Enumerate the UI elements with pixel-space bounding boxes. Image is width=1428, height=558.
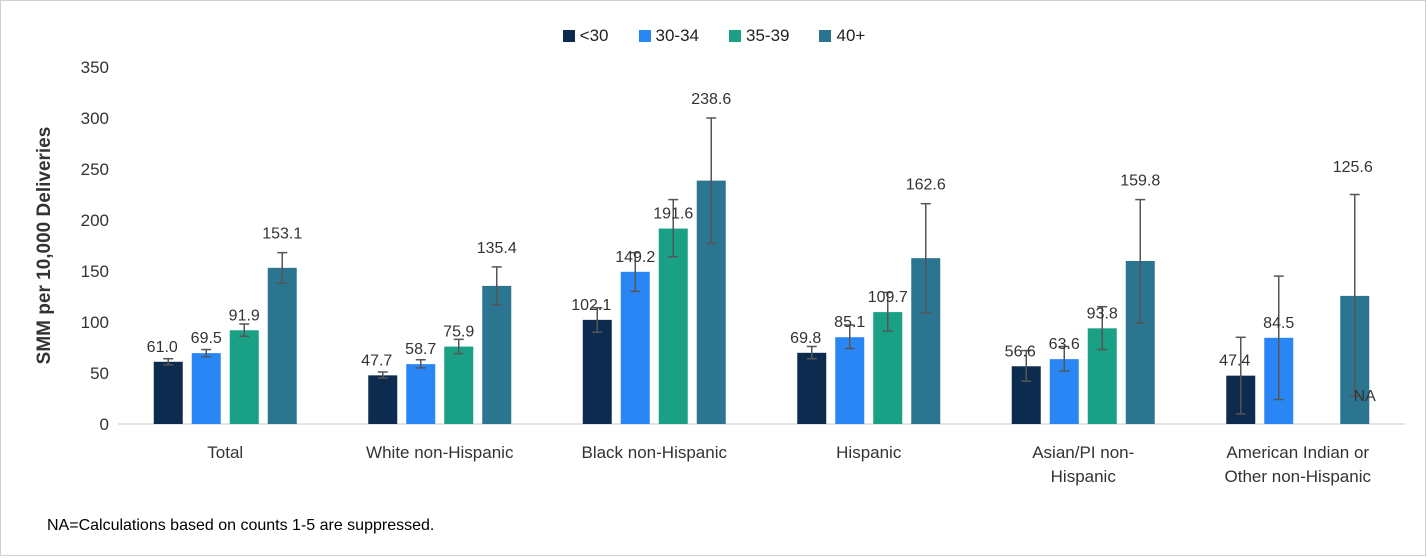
data-label: 47.4 — [1219, 353, 1250, 370]
bar-3034-2 — [620, 271, 650, 424]
y-tick-label: 250 — [81, 160, 109, 179]
bar-30-0 — [153, 361, 183, 424]
legend-swatch — [729, 30, 741, 42]
x-tick-label: White non-Hispanic — [366, 443, 514, 462]
bar-3539-1 — [444, 346, 474, 424]
data-label: 63.6 — [1049, 336, 1080, 353]
bar-30-3 — [797, 352, 827, 424]
footnote: NA=Calculations based on counts 1-5 are … — [47, 517, 435, 534]
legend-label: 35-39 — [746, 26, 790, 45]
y-tick-label: 0 — [100, 415, 109, 434]
y-tick-label: 350 — [81, 58, 109, 77]
data-label: 61.0 — [147, 339, 178, 356]
x-tick-label: Total — [207, 443, 243, 462]
data-label: 149.2 — [615, 249, 655, 266]
bar-3034-0 — [191, 353, 221, 424]
x-tick-label: Asian/PI non- — [1032, 443, 1134, 462]
data-label: 84.5 — [1263, 315, 1294, 332]
chart-legend: <30 30-34 35-39 40+ — [0, 26, 1428, 46]
x-tick-label: Hispanic — [836, 443, 902, 462]
data-label: 102.1 — [571, 297, 611, 314]
y-tick-label: 50 — [90, 364, 109, 383]
data-label: 47.7 — [361, 352, 392, 369]
data-label: 191.6 — [653, 206, 693, 223]
bar-3539-0 — [229, 330, 259, 424]
legend-label: <30 — [579, 26, 609, 45]
data-label: 109.7 — [868, 289, 908, 306]
legend-item: 30-34 — [638, 26, 699, 46]
data-label: 93.8 — [1087, 305, 1118, 322]
bar-30-2 — [582, 319, 612, 424]
x-tick-label: American Indian or — [1226, 443, 1369, 462]
y-tick-label: 150 — [81, 262, 109, 281]
legend-item: 35-39 — [729, 26, 789, 46]
x-tick-label: Black non-Hispanic — [581, 443, 727, 462]
y-tick-label: 200 — [81, 211, 109, 230]
legend-label: 30-34 — [655, 26, 699, 45]
data-label: 58.7 — [405, 341, 436, 358]
data-label: 153.1 — [262, 226, 302, 243]
data-label: 159.8 — [1120, 173, 1160, 190]
legend-item: <30 — [562, 26, 609, 46]
bar-3034-3 — [835, 337, 865, 424]
data-label: 162.6 — [906, 177, 946, 194]
y-axis-label: SMM per 10,000 Deliveries — [34, 127, 55, 365]
bar-3034-1 — [406, 364, 436, 424]
y-tick-label: 100 — [81, 313, 109, 332]
data-label: 85.1 — [834, 314, 865, 331]
x-tick-label: Hispanic — [1051, 467, 1117, 486]
legend-swatch — [638, 30, 651, 42]
legend-item: 40+ — [819, 26, 865, 46]
bar-40-0 — [267, 267, 297, 424]
data-label: NA — [1354, 388, 1377, 405]
data-label: 56.6 — [1005, 343, 1036, 360]
legend-swatch — [819, 30, 832, 42]
legend-label: 40+ — [836, 26, 866, 45]
data-label: 125.6 — [1333, 159, 1373, 176]
bar-3539-2 — [658, 228, 688, 424]
data-label: 69.8 — [790, 330, 821, 347]
y-tick-label: 300 — [81, 109, 109, 128]
data-label: 69.5 — [191, 330, 222, 347]
data-label: 75.9 — [443, 324, 474, 341]
data-label: 91.9 — [229, 307, 260, 324]
data-label: 238.6 — [691, 91, 731, 108]
bar-40-1 — [482, 285, 512, 424]
bar-30-1 — [368, 375, 398, 424]
x-tick-label: Other non-Hispanic — [1225, 467, 1372, 486]
data-label: 135.4 — [477, 240, 517, 257]
legend-swatch — [562, 30, 575, 42]
